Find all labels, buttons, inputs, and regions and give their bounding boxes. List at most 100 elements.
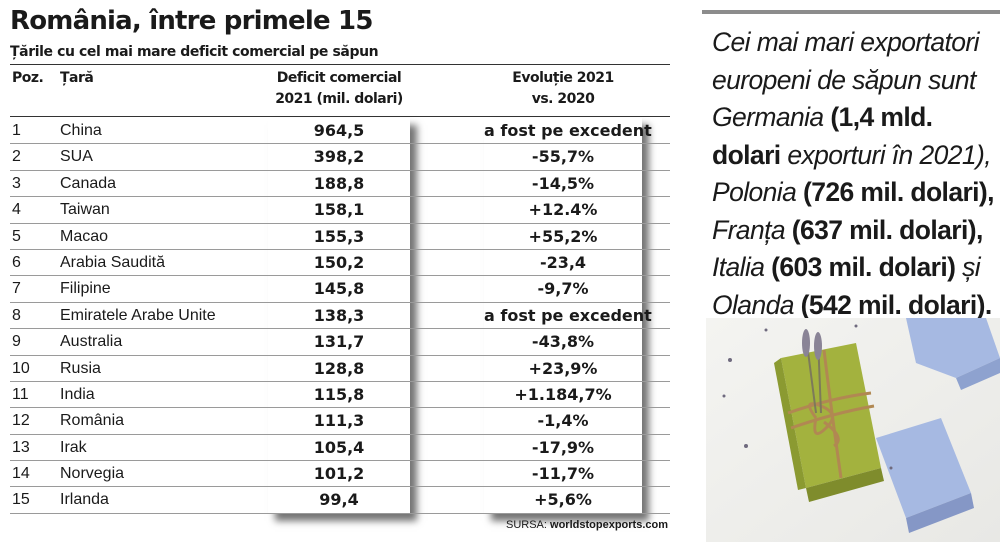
row-deficit: 105,4 — [313, 437, 365, 457]
row-country: SUA — [60, 148, 93, 166]
row-position: 14 — [12, 465, 30, 483]
row-evolution: +55,2% — [528, 226, 598, 246]
row-position: 4 — [12, 201, 21, 219]
column-header-evolutie-line1: Evoluție 2021 — [512, 70, 614, 86]
column-header-divider — [10, 116, 670, 117]
row-deficit: 128,8 — [313, 358, 365, 378]
row-evolution: -43,8% — [531, 332, 595, 352]
row-evolution: -23,4 — [539, 252, 587, 272]
row-deficit: 150,2 — [313, 252, 365, 272]
row-position: 10 — [12, 359, 30, 377]
row-deficit: 111,3 — [313, 411, 365, 431]
row-country: Taiwan — [60, 201, 110, 219]
row-evolution: -14,5% — [531, 173, 595, 193]
row-position: 11 — [12, 385, 29, 403]
blue-soap-top-icon — [906, 318, 1000, 390]
row-deficit: 115,8 — [313, 384, 365, 404]
blue-soap-bottom-icon — [876, 418, 974, 533]
table-row: 11 India 115,8 +1.184,7% — [10, 382, 670, 409]
table-row: 3 Canada 188,8 -14,5% — [10, 171, 670, 198]
sidebar-value-olanda: (542 mil. dolari). — [800, 289, 993, 320]
column-header-evolutie: Evoluție 2021 vs. 2020 — [484, 68, 642, 110]
row-position: 1 — [12, 122, 21, 139]
column-header-deficit: Deficit comercial 2021 (mil. dolari) — [268, 68, 410, 110]
row-evolution: +5,6% — [534, 490, 592, 510]
sidebar-value-franta: (637 mil. dolari), — [791, 214, 984, 245]
row-country: România — [60, 412, 125, 430]
sidebar-intro: Cei mai mari exportatori europeni de săp… — [712, 27, 979, 95]
page-subtitle: Țările cu cel mai mare deficit comercial… — [10, 44, 379, 60]
lavender-sprig-icon — [802, 329, 822, 414]
row-deficit: 99,4 — [319, 490, 359, 510]
row-country: Irlanda — [60, 491, 109, 509]
row-country: Emiratele Arabe Unite — [60, 306, 216, 324]
table-row: 6 Arabia Saudită 150,2 -23,4 — [10, 250, 670, 277]
table-row: 1 China 964,5 a fost pe excedent — [10, 118, 670, 145]
row-deficit: 964,5 — [313, 121, 365, 140]
table-row: 8 Emiratele Arabe Unite 138,3 a fost pe exc… — [10, 303, 670, 330]
table-row: 5 Macao 155,3 +55,2% — [10, 224, 670, 250]
row-position: 3 — [12, 174, 21, 192]
deficit-column-panel — [268, 118, 410, 514]
row-position: 8 — [12, 306, 21, 324]
row-country: India — [60, 385, 95, 403]
source-value: worldstopexports.com — [550, 519, 668, 531]
row-country: China — [60, 122, 102, 139]
row-deficit: 188,8 — [313, 173, 365, 193]
table-row: 15 Irlanda 99,4 +5,6% — [10, 487, 670, 514]
sidebar-value-italia: (603 mil. dolari) — [771, 252, 956, 282]
table-row: 13 Irak 105,4 -17,9% — [10, 435, 670, 462]
sidebar-text: Cei mai mari exportatori europeni de săp… — [712, 24, 997, 324]
row-position: 2 — [12, 148, 21, 166]
row-position: 9 — [12, 333, 21, 351]
page-title: România, între primele 15 — [10, 6, 373, 36]
row-deficit: 131,7 — [313, 332, 365, 352]
row-deficit: 145,8 — [313, 279, 365, 299]
row-evolution: -55,7% — [531, 147, 595, 167]
sidebar-value-germania: (1,4 mld. dolari — [712, 102, 933, 170]
column-header-deficit-line2: 2021 (mil. dolari) — [275, 91, 403, 107]
source-label: SURSA: — [506, 519, 547, 531]
table-row: 12 România 111,3 -1,4% — [10, 408, 670, 435]
row-deficit: 101,2 — [313, 464, 365, 484]
evolutie-column-panel — [484, 118, 642, 514]
row-deficit: 158,1 — [313, 200, 365, 220]
row-position: 15 — [12, 491, 30, 509]
row-position: 12 — [12, 412, 30, 430]
row-evolution: +1.184,7% — [514, 384, 612, 404]
row-country: Norvegia — [60, 465, 125, 483]
row-deficit: 138,3 — [313, 305, 365, 325]
row-country: Rusia — [60, 359, 101, 377]
table-row: 9 Australia 131,7 -43,8% — [10, 329, 670, 356]
row-evolution: -17,9% — [531, 437, 595, 457]
column-header-tara: Țară — [60, 70, 94, 86]
row-deficit: 155,3 — [313, 226, 365, 246]
sidebar-country-italia: Italia — [712, 252, 765, 282]
table-row: 14 Norvegia 101,2 -11,7% — [10, 461, 670, 488]
lavender-buds-icon — [722, 324, 893, 470]
sidebar-country-polonia: Polonia — [712, 177, 797, 207]
data-table-body: 1 China 964,5 a fost pe excedent 2 SUA 398,2 -5… — [10, 118, 670, 514]
column-header-poz: Poz. — [12, 70, 44, 86]
table-row: 7 Filipine 145,8 -9,7% — [10, 276, 670, 303]
row-deficit: 398,2 — [313, 147, 365, 167]
row-evolution: -9,7% — [537, 279, 589, 299]
row-evolution: a fost pe excedent — [484, 121, 652, 140]
sidebar-country-germania: Germania — [712, 102, 824, 132]
column-header-evolutie-line2: vs. 2020 — [531, 91, 595, 107]
column-header-deficit-line1: Deficit comercial — [276, 70, 402, 86]
table-row: 10 Rusia 128,8 +23,9% — [10, 356, 670, 382]
row-country: Filipine — [60, 280, 111, 298]
row-position: 7 — [12, 280, 21, 298]
sidebar-country-franta: Franța — [712, 214, 786, 245]
table-row: 4 Taiwan 158,1 +12.4% — [10, 197, 670, 224]
row-position: 5 — [12, 227, 21, 245]
row-evolution: +23,9% — [528, 358, 598, 378]
sidebar-country-olanda: Olanda — [712, 289, 794, 320]
row-evolution: -1,4% — [537, 411, 589, 431]
table-row: 2 SUA 398,2 -55,7% — [10, 144, 670, 171]
source-note: SURSA: worldstopexports.com — [506, 519, 668, 531]
sidebar-value-polonia: (726 mil. dolari), — [802, 177, 995, 207]
row-country: Canada — [60, 174, 117, 192]
sidebar-value-germania-note: exporturi în 2021), — [787, 139, 991, 170]
